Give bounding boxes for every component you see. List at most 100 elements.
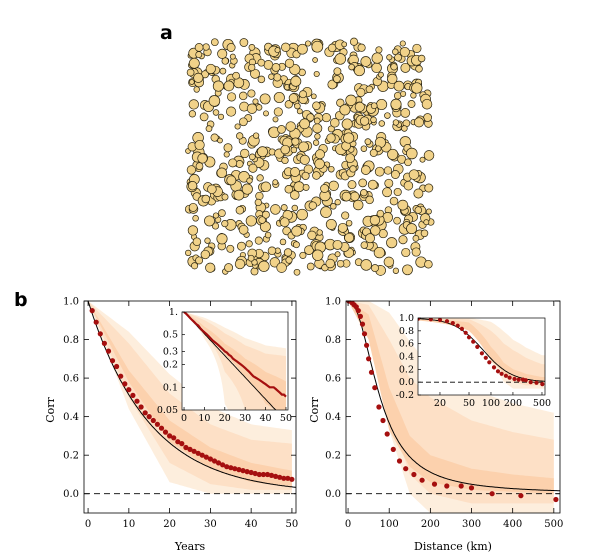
bubble — [360, 145, 368, 152]
inset-x-tick-label: 100 — [482, 398, 500, 409]
bubble — [188, 110, 197, 118]
bubble — [246, 103, 258, 114]
bubble — [216, 233, 228, 245]
inset-x-tick-label: 40 — [260, 413, 272, 424]
bubble — [345, 94, 357, 106]
y-tick-label: 0.6 — [63, 374, 79, 385]
bubble — [234, 258, 246, 270]
bubble — [401, 125, 408, 132]
bubble — [383, 166, 393, 175]
bubble — [306, 113, 315, 122]
y-tick-label: 1.0 — [325, 297, 341, 308]
inset-data-point — [463, 330, 468, 335]
data-point — [264, 471, 271, 478]
data-point — [419, 477, 425, 483]
y-tick-label: 0.4 — [325, 412, 341, 423]
bubble — [235, 160, 244, 168]
bubble — [296, 108, 303, 115]
bubble — [245, 215, 257, 227]
bubble — [247, 254, 255, 262]
bubble — [402, 264, 413, 276]
bubble — [188, 202, 198, 212]
bubble — [399, 40, 406, 47]
data-point — [150, 417, 156, 424]
bubble — [188, 57, 200, 69]
bubble — [293, 181, 305, 193]
bubble — [413, 188, 424, 199]
inset-area — [183, 312, 287, 410]
bubble — [336, 259, 345, 268]
inset-y-tick-label: 1.0 — [399, 313, 414, 324]
inset-y-tick-label: 0.05 — [157, 405, 178, 416]
bubble — [273, 91, 285, 104]
bubble — [218, 209, 226, 217]
bubble — [373, 246, 386, 259]
bubble — [293, 268, 301, 276]
bubble — [257, 75, 266, 84]
bubble — [238, 91, 248, 101]
bubble — [194, 43, 204, 52]
bubble — [369, 215, 381, 226]
bubble — [298, 141, 309, 153]
bubble — [291, 204, 299, 212]
inset-x-tick-label: 20 — [434, 398, 446, 409]
bubble — [257, 58, 266, 67]
bubble — [232, 71, 240, 80]
bubble — [280, 144, 290, 155]
bubble — [425, 208, 432, 215]
bubble — [205, 125, 213, 132]
bubble — [208, 95, 221, 107]
data-point — [364, 342, 370, 348]
inset-y-tick-label: 0.4 — [399, 352, 414, 363]
bubble — [371, 52, 383, 64]
bubble — [205, 63, 216, 74]
bubble — [382, 187, 393, 198]
inset-data-point — [475, 344, 480, 349]
y-tick-label: 0.0 — [63, 489, 79, 500]
data-point — [403, 466, 409, 472]
bubble — [193, 72, 204, 83]
bubble — [259, 93, 271, 105]
bubble — [304, 245, 314, 255]
bubble — [204, 215, 215, 227]
inset-data-point — [428, 318, 433, 322]
data-point — [260, 471, 266, 478]
data-point — [126, 387, 132, 393]
bubble — [358, 178, 368, 188]
y-tick-label: 0.6 — [325, 374, 341, 385]
bubble — [392, 267, 400, 274]
bubble — [387, 148, 399, 160]
bubble — [330, 203, 337, 210]
inset-data-line — [183, 312, 287, 398]
bubble — [197, 153, 208, 164]
bubble — [284, 100, 293, 109]
data-point — [281, 475, 287, 481]
bubble — [349, 37, 359, 46]
bubble — [387, 73, 398, 85]
bubble — [280, 204, 288, 212]
bubble — [226, 244, 235, 253]
bubble — [301, 171, 310, 180]
bubble — [195, 51, 203, 59]
bubble — [412, 235, 420, 242]
bubble — [417, 54, 426, 63]
band-inner — [348, 301, 554, 494]
bubble — [390, 98, 402, 110]
bubble — [312, 249, 324, 261]
bubble — [424, 259, 433, 269]
x-tick-label: 300 — [462, 519, 481, 530]
inset-data-point — [437, 318, 443, 322]
bubble — [360, 56, 372, 67]
inset-data-point — [503, 373, 508, 378]
data-point — [232, 466, 238, 472]
data-point — [187, 446, 193, 452]
bubble — [235, 206, 245, 215]
bubble — [330, 118, 340, 128]
bubble — [251, 259, 258, 266]
data-point — [518, 493, 524, 499]
bubble — [326, 133, 336, 143]
bubble — [412, 43, 422, 53]
plot-frame — [83, 300, 297, 514]
bubble — [312, 57, 318, 63]
bubble — [344, 232, 355, 243]
